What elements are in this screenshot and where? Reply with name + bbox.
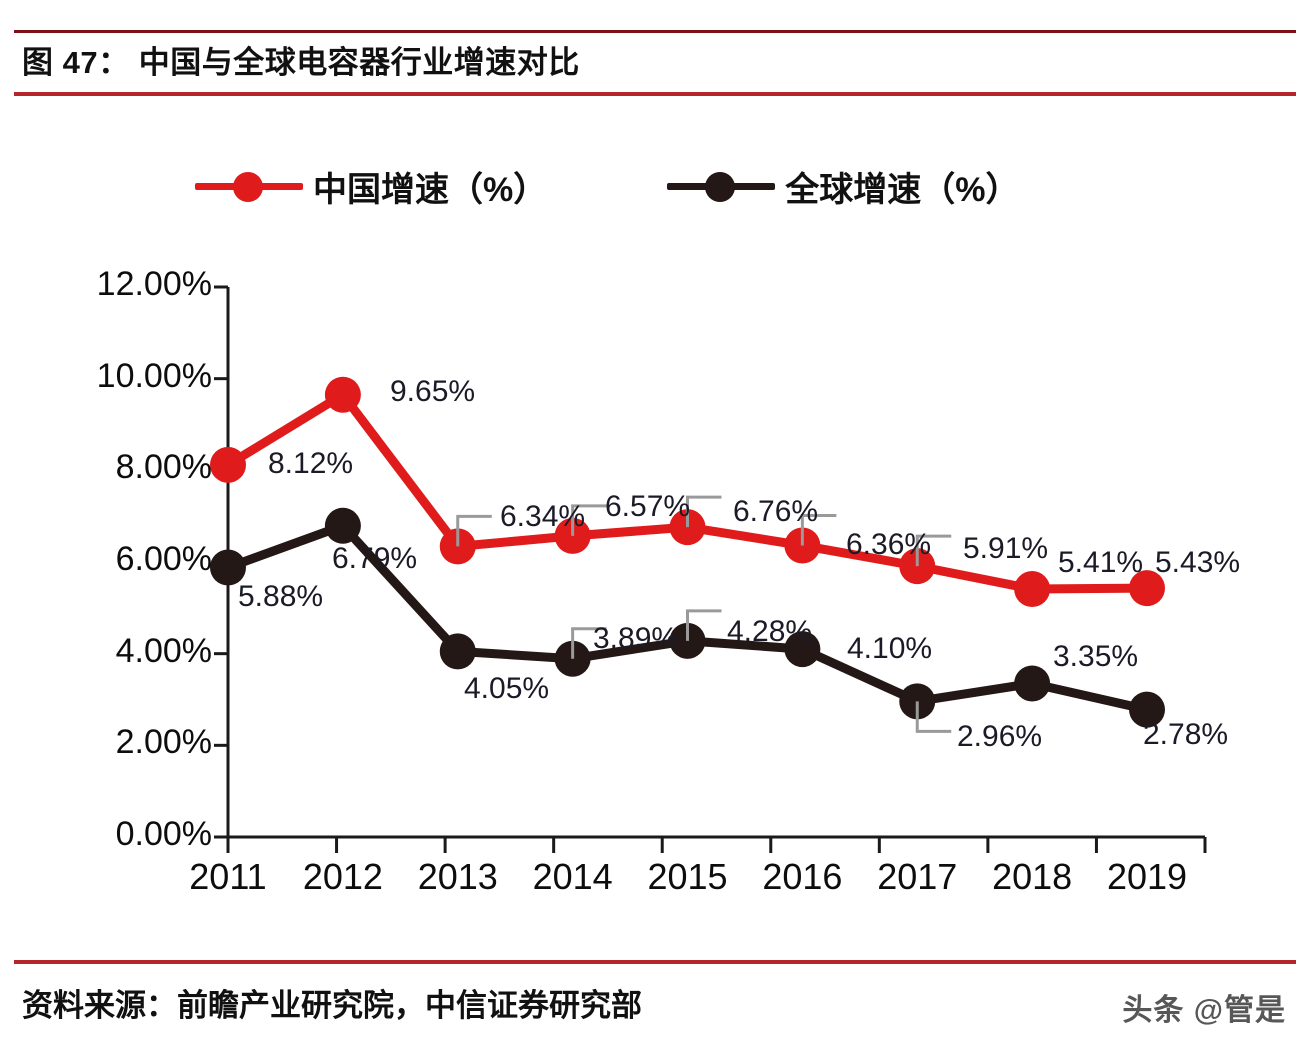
y-axis-tick-label: 4.00% — [115, 631, 212, 670]
data-label-global-2016: 4.10% — [847, 632, 933, 665]
legend-dot-global — [705, 172, 736, 202]
data-point-global-2018 — [1014, 665, 1051, 702]
data-label-global-2017: 2.96% — [957, 720, 1043, 753]
y-axis-tick-label: 12.00% — [96, 265, 212, 303]
legend-dot-china — [233, 172, 263, 202]
label-leader-line — [686, 609, 722, 641]
label-leader-line — [456, 514, 492, 547]
label-leader-line — [571, 504, 607, 536]
data-label-china-2019: 5.43% — [1155, 546, 1241, 579]
data-label-china-2017: 5.91% — [963, 532, 1049, 565]
x-axis-tick-label: 2018 — [992, 856, 1073, 897]
footer-rule — [14, 960, 1296, 964]
data-point-china-2011 — [210, 446, 246, 483]
figure-header: 图 47： 中国与全球电容器行业增速对比 — [0, 0, 1310, 96]
x-axis-tick-label: 2019 — [1106, 856, 1188, 897]
x-axis-tick-label: 2017 — [877, 856, 958, 897]
label-leader-line — [915, 534, 952, 567]
data-label-global-2015: 4.28% — [727, 615, 813, 648]
chart-legend: 中国增速（%） 全球增速（%） — [195, 152, 1115, 220]
header-top-rule — [14, 30, 1296, 33]
data-point-global-2013 — [439, 633, 476, 670]
data-point-global-2016 — [784, 631, 821, 668]
legend-marker-global-icon — [667, 171, 776, 202]
source-note: 资料来源：前瞻产业研究院，中信证券研究部 — [22, 988, 642, 1023]
data-label-china-2011: 8.12% — [268, 447, 354, 480]
data-label-china-2015: 6.76% — [733, 495, 819, 528]
x-axis-tick-label: 2015 — [647, 856, 728, 897]
data-label-china-2018: 5.41% — [1058, 546, 1144, 579]
data-point-global-2011 — [210, 549, 246, 586]
x-axis-tick-label: 2013 — [417, 856, 498, 897]
y-axis-tick-label: 6.00% — [115, 540, 212, 578]
y-axis-tick-label: 0.00% — [115, 815, 212, 853]
watermark: 头条 @管是 — [1122, 994, 1286, 1027]
legend-label-china: 中国增速（%） — [313, 170, 548, 209]
legend-marker-china-icon — [195, 171, 303, 202]
y-axis-tick-label: 10.00% — [96, 356, 212, 395]
header-bottom-rule — [14, 92, 1296, 96]
x-axis-tick-labels: 2011 2012 2013 2014 2015 2016 2017 2018 2019 — [0, 856, 1310, 916]
legend-item-global[interactable]: 全球增速（%） — [667, 162, 1019, 211]
data-label-global-2018: 3.35% — [1053, 640, 1139, 673]
data-label-china-2013: 6.34% — [500, 500, 586, 533]
legend-label-global: 全球增速（%） — [785, 170, 1020, 209]
data-point-global-2012 — [324, 507, 361, 544]
data-point-china-2012 — [324, 376, 361, 413]
data-point-global-2019 — [1129, 691, 1165, 728]
data-label-global-2012: 6.79% — [332, 542, 418, 575]
data-point-china-2018 — [1014, 571, 1051, 608]
x-axis-tick-label: 2016 — [762, 856, 843, 897]
chart-label-leaders — [456, 495, 952, 733]
y-axis-tick-label: 8.00% — [115, 448, 212, 487]
data-label-global-2011: 5.88% — [238, 580, 324, 613]
y-axis-tick-labels: 12.00% 10.00% 8.00% 6.00% 4.00% 2.00% 0.00% — [32, 0, 212, 1050]
data-label-global-2019: 2.78% — [1143, 718, 1229, 751]
x-axis-tick-label: 2014 — [532, 856, 613, 897]
x-axis-tick-label: 2012 — [302, 856, 383, 897]
data-label-china-2012: 9.65% — [390, 375, 476, 408]
data-label-china-2016: 6.36% — [846, 528, 932, 561]
figure-footer: 资料来源：前瞻产业研究院，中信证券研究部 头条 @管是 — [0, 955, 1310, 1050]
page-title: 图 47： 中国与全球电容器行业增速对比 — [22, 45, 580, 80]
legend-item-china[interactable]: 中国增速（%） — [195, 162, 547, 211]
label-leader-line — [800, 514, 837, 546]
y-axis-tick-label: 2.00% — [115, 723, 212, 762]
label-leader-line — [686, 495, 722, 528]
label-leader-line — [915, 701, 952, 733]
data-label-china-2014: 6.57% — [605, 490, 691, 523]
data-point-china-2019 — [1129, 570, 1165, 607]
label-leader-line — [571, 627, 607, 659]
data-label-global-2014: 3.89% — [593, 622, 679, 655]
x-axis-tick-label: 2011 — [189, 856, 267, 897]
data-label-global-2013: 4.05% — [464, 672, 550, 705]
